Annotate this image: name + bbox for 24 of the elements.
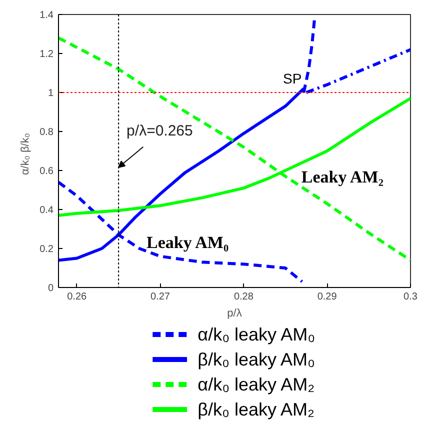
y-tick-label: 1.4 [40,10,54,21]
x-tick-label: 0.27 [150,292,170,302]
annotation: SP [283,70,302,87]
legend-label: α/k₀ leaky AM₀ [198,324,316,344]
y-tick-label: 0.4 [40,205,54,216]
legend-label: β/k₀ leaky AM₀ [198,350,315,370]
x-tick-label: 0.26 [67,292,88,302]
y-axis-title: α/k₀ β/k₀ [20,133,32,176]
legend-label: β/k₀ leaky AM₂ [198,400,315,420]
y-tick-label: 0.6 [40,166,54,177]
y-tick-label: 1.2 [40,49,54,60]
legend-label: α/k₀ leaky AM₂ [198,374,315,394]
x-tick-label: 0.29 [317,292,338,302]
y-tick-label: 1 [48,88,54,99]
annotation: Leaky AM₀ [146,233,229,252]
y-tick-label: 0 [48,283,54,294]
x-axis-title: p/λ [227,308,242,320]
y-tick-label: 0.8 [40,127,54,138]
x-tick-label: 0.3 [404,292,418,302]
x-tick-label: 0.28 [234,292,254,302]
line-series [58,36,410,262]
y-tick-label: 0.2 [40,244,54,255]
annotation: Leaky AM₂ [301,167,384,186]
ref-line-label: p/λ=0.265 [126,122,193,140]
